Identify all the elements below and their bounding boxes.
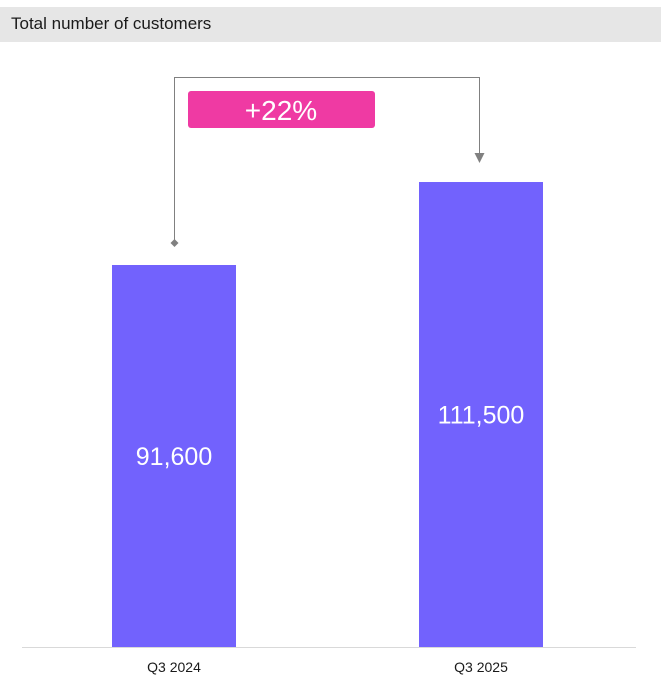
bar-value-label: 111,500 <box>438 402 525 430</box>
label-group: 91,600 Q3 2024 111,500 Q3 2025 <box>136 402 525 675</box>
category-label: Q3 2025 <box>454 659 508 675</box>
connector-line <box>174 77 480 241</box>
category-label: Q3 2024 <box>147 659 201 675</box>
growth-connector: +22% <box>170 77 485 247</box>
connector-start-marker <box>170 239 179 247</box>
chart-title-bar: Total number of customers <box>0 7 661 42</box>
bar-group <box>112 182 543 647</box>
bar-q3-2025 <box>419 182 543 647</box>
arrow-down-icon <box>474 153 485 164</box>
bar-value-label: 91,600 <box>136 443 212 471</box>
growth-badge-label: +22% <box>245 95 317 126</box>
bar-q3-2024 <box>112 265 236 647</box>
chart-title: Total number of customers <box>11 14 212 33</box>
growth-badge <box>188 91 375 128</box>
